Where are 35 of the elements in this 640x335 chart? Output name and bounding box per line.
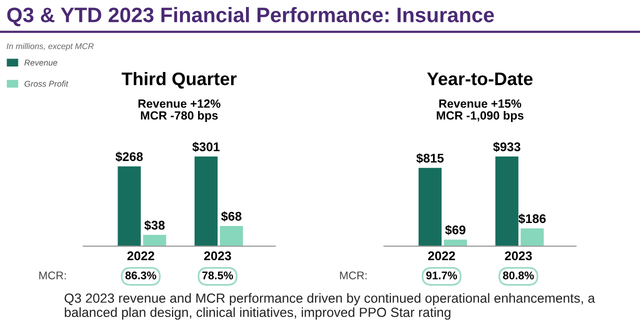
legend-label: Revenue <box>24 60 58 66</box>
text: In millions, except MCR <box>6 43 94 51</box>
data-label: $69 <box>445 224 466 236</box>
text: MCR: <box>340 271 367 280</box>
data-label: $301 <box>192 142 220 152</box>
bar <box>444 240 467 246</box>
x-tick-label: 2022 <box>127 251 154 260</box>
bar <box>495 156 518 246</box>
bar <box>194 156 218 246</box>
bar <box>118 166 141 246</box>
chart-subtitle: Revenue +15% MCR -1,090 bps <box>436 99 524 122</box>
text: 78.5% <box>202 271 234 280</box>
text: 80.8% <box>503 271 534 280</box>
data-label: $933 <box>493 142 520 152</box>
chart-title: Year-to-Date <box>427 72 533 86</box>
data-label: $38 <box>144 220 165 230</box>
data-label: $815 <box>416 153 444 164</box>
bar <box>220 226 243 246</box>
chart-title: Third Quarter <box>122 72 237 89</box>
text: Q3 & YTD 2023 Financial Performance: Insurance <box>7 7 494 26</box>
data-label: $186 <box>518 214 546 224</box>
text: 86.3% <box>125 271 156 280</box>
legend-label: Gross Profit <box>24 80 68 87</box>
data-label: $68 <box>221 211 242 222</box>
text: Q3 2023 revenue and MCR performance driven by continued operational enhancements, a balanced plan design, clinical initiatives, improved PPO Star rating <box>64 293 596 320</box>
x-tick-label: 2023 <box>204 251 232 260</box>
bar <box>418 168 442 246</box>
x-tick-label: 2022 <box>428 251 456 260</box>
data-label: $268 <box>116 152 143 162</box>
text: 91.7% <box>426 271 458 280</box>
bar <box>143 234 166 246</box>
x-tick-label: 2023 <box>504 251 532 260</box>
bar <box>520 228 544 246</box>
chart-subtitle: Revenue +12% MCR -780 bps <box>138 99 220 122</box>
text: MCR: <box>39 271 66 280</box>
